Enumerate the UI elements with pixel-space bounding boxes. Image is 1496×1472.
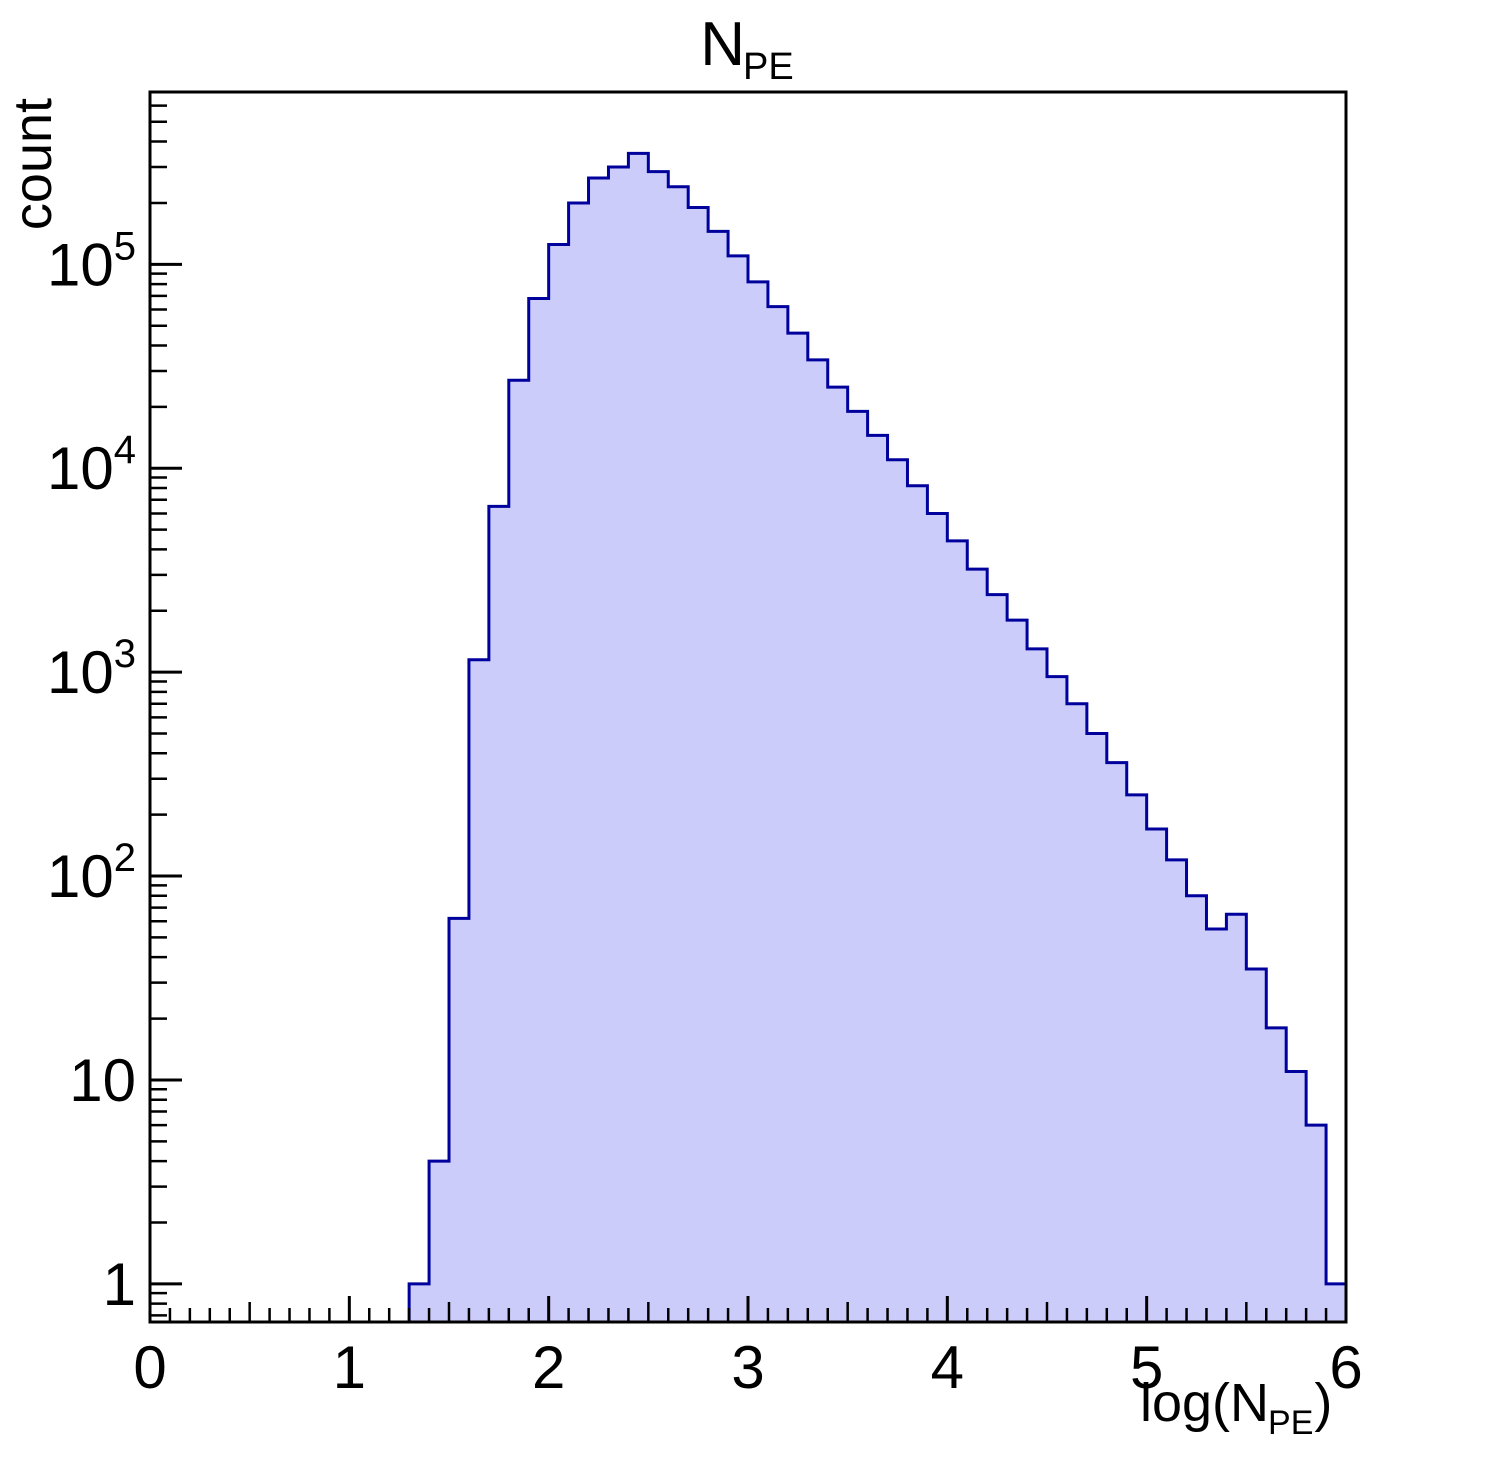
x-axis-tick-label: 4 xyxy=(931,1334,964,1401)
title-main: N xyxy=(700,10,746,79)
svg-text:103: 103 xyxy=(47,632,136,706)
x-axis-tick-label: 6 xyxy=(1329,1334,1362,1401)
svg-text:102: 102 xyxy=(47,836,136,910)
y-axis-tick-label: 10 xyxy=(69,1047,136,1114)
x-axis-label-close: ) xyxy=(1314,1373,1333,1433)
x-axis-tick-label: 5 xyxy=(1130,1334,1163,1401)
y-axis-tick-label: 102 xyxy=(47,836,136,910)
svg-text:10: 10 xyxy=(69,1047,136,1114)
x-axis-label: log(NPE) xyxy=(1140,1373,1333,1442)
svg-text:104: 104 xyxy=(47,428,136,502)
x-axis-tick-label: 2 xyxy=(532,1334,565,1401)
x-axis-label-subscript: PE xyxy=(1268,1404,1314,1442)
x-axis-tick-label: 3 xyxy=(731,1334,764,1401)
svg-text:1: 1 xyxy=(103,1251,136,1318)
y-axis-tick-label: 104 xyxy=(47,428,136,502)
svg-text:105: 105 xyxy=(47,224,136,298)
x-axis-tick-label: 1 xyxy=(333,1334,366,1401)
histogram-bars xyxy=(407,151,1348,1324)
y-axis-tick-label: 103 xyxy=(47,632,136,706)
x-axis-tick-label: 0 xyxy=(133,1334,166,1401)
page-title: NPE xyxy=(0,8,1496,90)
y-axis-tick-label: 1 xyxy=(103,1251,136,1318)
title-subscript: PE xyxy=(743,46,794,88)
tick-label-layer: 0 1 2 3 4 5 6 1 10 102 103 104 105 xyxy=(47,224,1363,1401)
histogram-series xyxy=(407,151,1348,1324)
x-axis-label-main: log(N xyxy=(1140,1373,1270,1433)
axis-layer xyxy=(148,90,1348,1324)
y-axis-tick-label: 105 xyxy=(47,224,136,298)
